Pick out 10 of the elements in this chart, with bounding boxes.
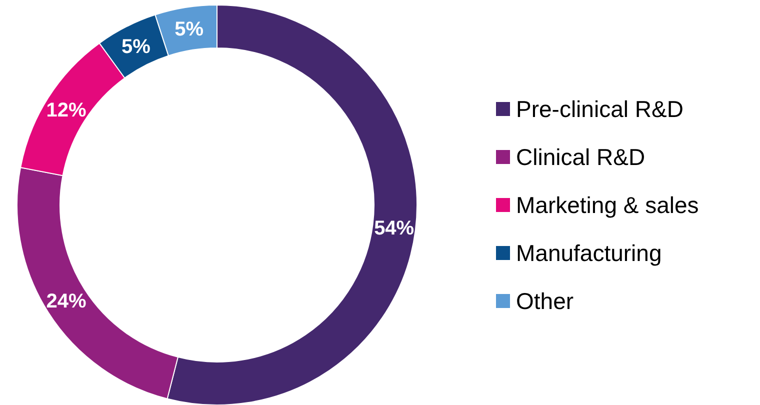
legend-label: Other (516, 288, 574, 314)
legend-label: Manufacturing (516, 240, 662, 266)
data-label: 5% (122, 36, 151, 58)
legend-label: Clinical R&D (516, 144, 646, 170)
legend-label: Pre-clinical R&D (516, 96, 684, 122)
data-label: 12% (46, 99, 87, 122)
data-label: 24% (46, 290, 87, 313)
data-label: 54% (374, 217, 414, 240)
legend-label: Marketing & sales (516, 192, 699, 218)
data-label: 5% (174, 18, 204, 41)
